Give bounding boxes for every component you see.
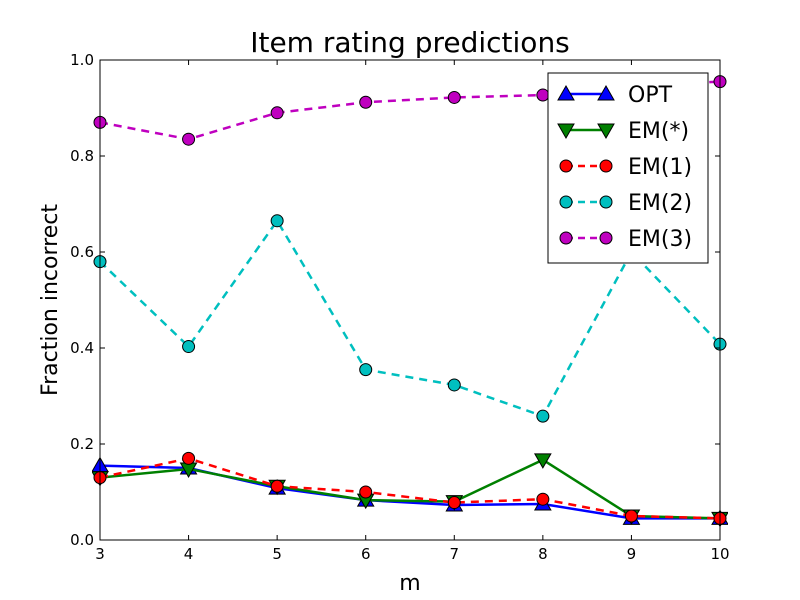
legend-label-em-1: EM(1) [628,155,692,180]
data-point-em-3 [182,132,196,146]
data-point-em-1 [359,485,373,499]
legend-marker-em [597,123,615,140]
x-tick-label: 9 [627,545,637,563]
data-point-em-3 [359,95,373,109]
x-tick-label: 10 [710,545,729,563]
series-line-em-2 [99,218,721,418]
x-tick-label: 6 [361,545,371,563]
data-point-em-1 [270,479,284,493]
data-point-em-1 [536,492,550,506]
y-tick-label: 0.4 [70,339,94,357]
x-tick-label: 5 [272,545,282,563]
data-point-em [533,453,552,469]
x-axis-label: m [399,571,420,596]
legend-marker-em [557,123,575,140]
y-tick-label: 0.2 [70,435,94,453]
legend-box [547,72,709,264]
data-point-em-1 [447,496,461,510]
legend-label-opt: OPT [628,83,673,108]
data-point-em-2 [447,378,461,392]
legend-marker-opt [597,84,615,101]
y-tick-label: 0.0 [70,531,94,549]
legend-marker-opt [557,84,575,101]
data-point-em-1 [182,451,196,465]
data-point-em-2 [270,214,284,228]
legend-marker-em-2 [559,195,573,209]
legend-marker-em-3 [559,231,573,245]
legend-label-em-3: EM(3) [628,227,692,252]
data-point-em-3 [270,106,284,120]
y-tick-label: 0.8 [70,147,94,165]
ticks-layer: 3 4 5 6 7 8 9 10 0.0 0.2 0.4 0.6 0.8 1.0 [70,51,729,563]
legend-marker-em-1 [599,159,613,173]
data-point-em-2 [182,340,196,354]
data-point-em-2 [536,409,550,423]
legend-marker-em-2 [599,195,613,209]
x-tick-label: 8 [538,545,548,563]
x-tick-label: 7 [450,545,460,563]
chart-title: Item rating predictions [250,26,570,59]
y-axis-label: Fraction incorrect [38,204,63,396]
x-tick-label: 3 [95,545,105,563]
legend-label-em: EM(*) [628,119,689,144]
data-point-em-3 [536,88,550,102]
series-line-em [99,458,721,520]
legend-label-em-2: EM(2) [628,191,692,216]
legend: OPT EM(*) EM(1) EM(2) EM(3) [547,72,709,264]
data-point-em-3 [447,90,461,104]
y-tick-label: 0.6 [70,243,94,261]
plot-frame [99,59,721,541]
data-point-em-2 [359,363,373,377]
legend-marker-em-1 [559,159,573,173]
series-line-em-1 [99,457,721,520]
y-tick-label: 1.0 [70,51,94,69]
x-tick-label: 4 [184,545,194,563]
legend-marker-em-3 [599,231,613,245]
data-point-em-1 [624,509,638,523]
